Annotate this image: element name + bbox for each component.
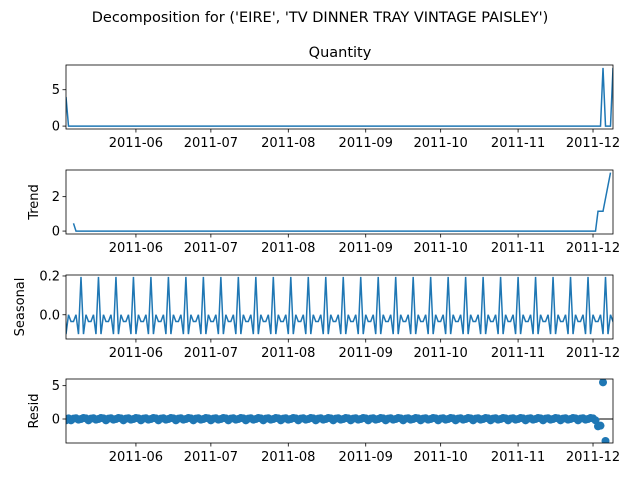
seasonal-series-line: [66, 276, 613, 335]
resid-point: [591, 416, 600, 425]
resid-axis-label: Resid: [27, 393, 42, 428]
x-tick-label: 2011-10: [413, 136, 467, 151]
resid-point: [601, 437, 610, 443]
figure-title: Decomposition for ('EIRE', 'TV DINNER TR…: [92, 10, 549, 26]
x-tick-label: 2011-11: [491, 346, 545, 361]
x-tick-label: 2011-07: [184, 241, 238, 256]
y-tick-label: 0: [52, 225, 60, 240]
x-tick-label: 2011-06: [109, 346, 163, 361]
y-tick-label: 0: [52, 120, 60, 135]
x-tick-label: 2011-09: [339, 241, 393, 256]
x-tick-label: 2011-10: [413, 241, 467, 256]
x-tick-label: 2011-07: [184, 136, 238, 151]
resid-point: [596, 421, 605, 430]
resid-point: [66, 416, 70, 425]
resid-panel: Resid 5 0 2011-06 2011-07 2011-08 2011-09 2011…: [27, 378, 620, 465]
y-tick-label: 0: [52, 413, 60, 428]
panel-frame: [65, 169, 614, 235]
observed-series-line: [66, 67, 613, 127]
x-tick-label: 2011-07: [184, 450, 238, 465]
x-tick-label: 2011-11: [491, 450, 545, 465]
trend-panel: Trend 0 2 2011-06 2011-07 2011-08 2011-09 2011…: [27, 169, 620, 256]
x-tick-label: 2011-06: [109, 450, 163, 465]
y-tick-label: 0.0: [39, 308, 60, 323]
x-tick-label: 2011-11: [491, 136, 545, 151]
x-tick-label: 2011-12: [566, 346, 620, 361]
y-tick-label: 5: [52, 379, 60, 394]
x-tick-label: 2011-12: [566, 136, 620, 151]
x-tick-label: 2011-09: [339, 136, 393, 151]
seasonal-axis-label: Seasonal: [13, 278, 28, 337]
observed-panel: Quantity 0 5 2011-06 2011-07 2011-08 2011-09 2…: [52, 45, 620, 151]
x-tick-label: 2011-08: [261, 450, 315, 465]
x-tick-label: 2011-07: [184, 346, 238, 361]
x-tick-label: 2011-09: [339, 346, 393, 361]
y-tick-label: 5: [52, 83, 60, 98]
panel-frame: [65, 64, 614, 130]
x-tick-label: 2011-08: [261, 241, 315, 256]
trend-series-line: [72, 172, 612, 232]
x-tick-label: 2011-10: [413, 346, 467, 361]
y-tick-label: 0.2: [39, 269, 60, 284]
x-tick-label: 2011-12: [566, 241, 620, 256]
x-tick-label: 2011-08: [261, 346, 315, 361]
x-tick-label: 2011-06: [109, 136, 163, 151]
trend-axis-label: Trend: [27, 184, 42, 221]
x-tick-label: 2011-06: [109, 241, 163, 256]
panel-frame: [65, 378, 614, 444]
resid-point: [599, 379, 608, 387]
y-tick-label: 2: [52, 190, 60, 205]
panel-frame: [65, 274, 614, 340]
x-tick-label: 2011-10: [413, 450, 467, 465]
observed-panel-title: Quantity: [309, 45, 372, 61]
x-tick-label: 2011-08: [261, 136, 315, 151]
x-tick-label: 2011-11: [491, 241, 545, 256]
x-tick-label: 2011-12: [566, 450, 620, 465]
seasonal-panel: Seasonal 0.2 0.0 2011-06 2011-07 2011-08 2011…: [13, 269, 620, 361]
x-tick-label: 2011-09: [339, 450, 393, 465]
